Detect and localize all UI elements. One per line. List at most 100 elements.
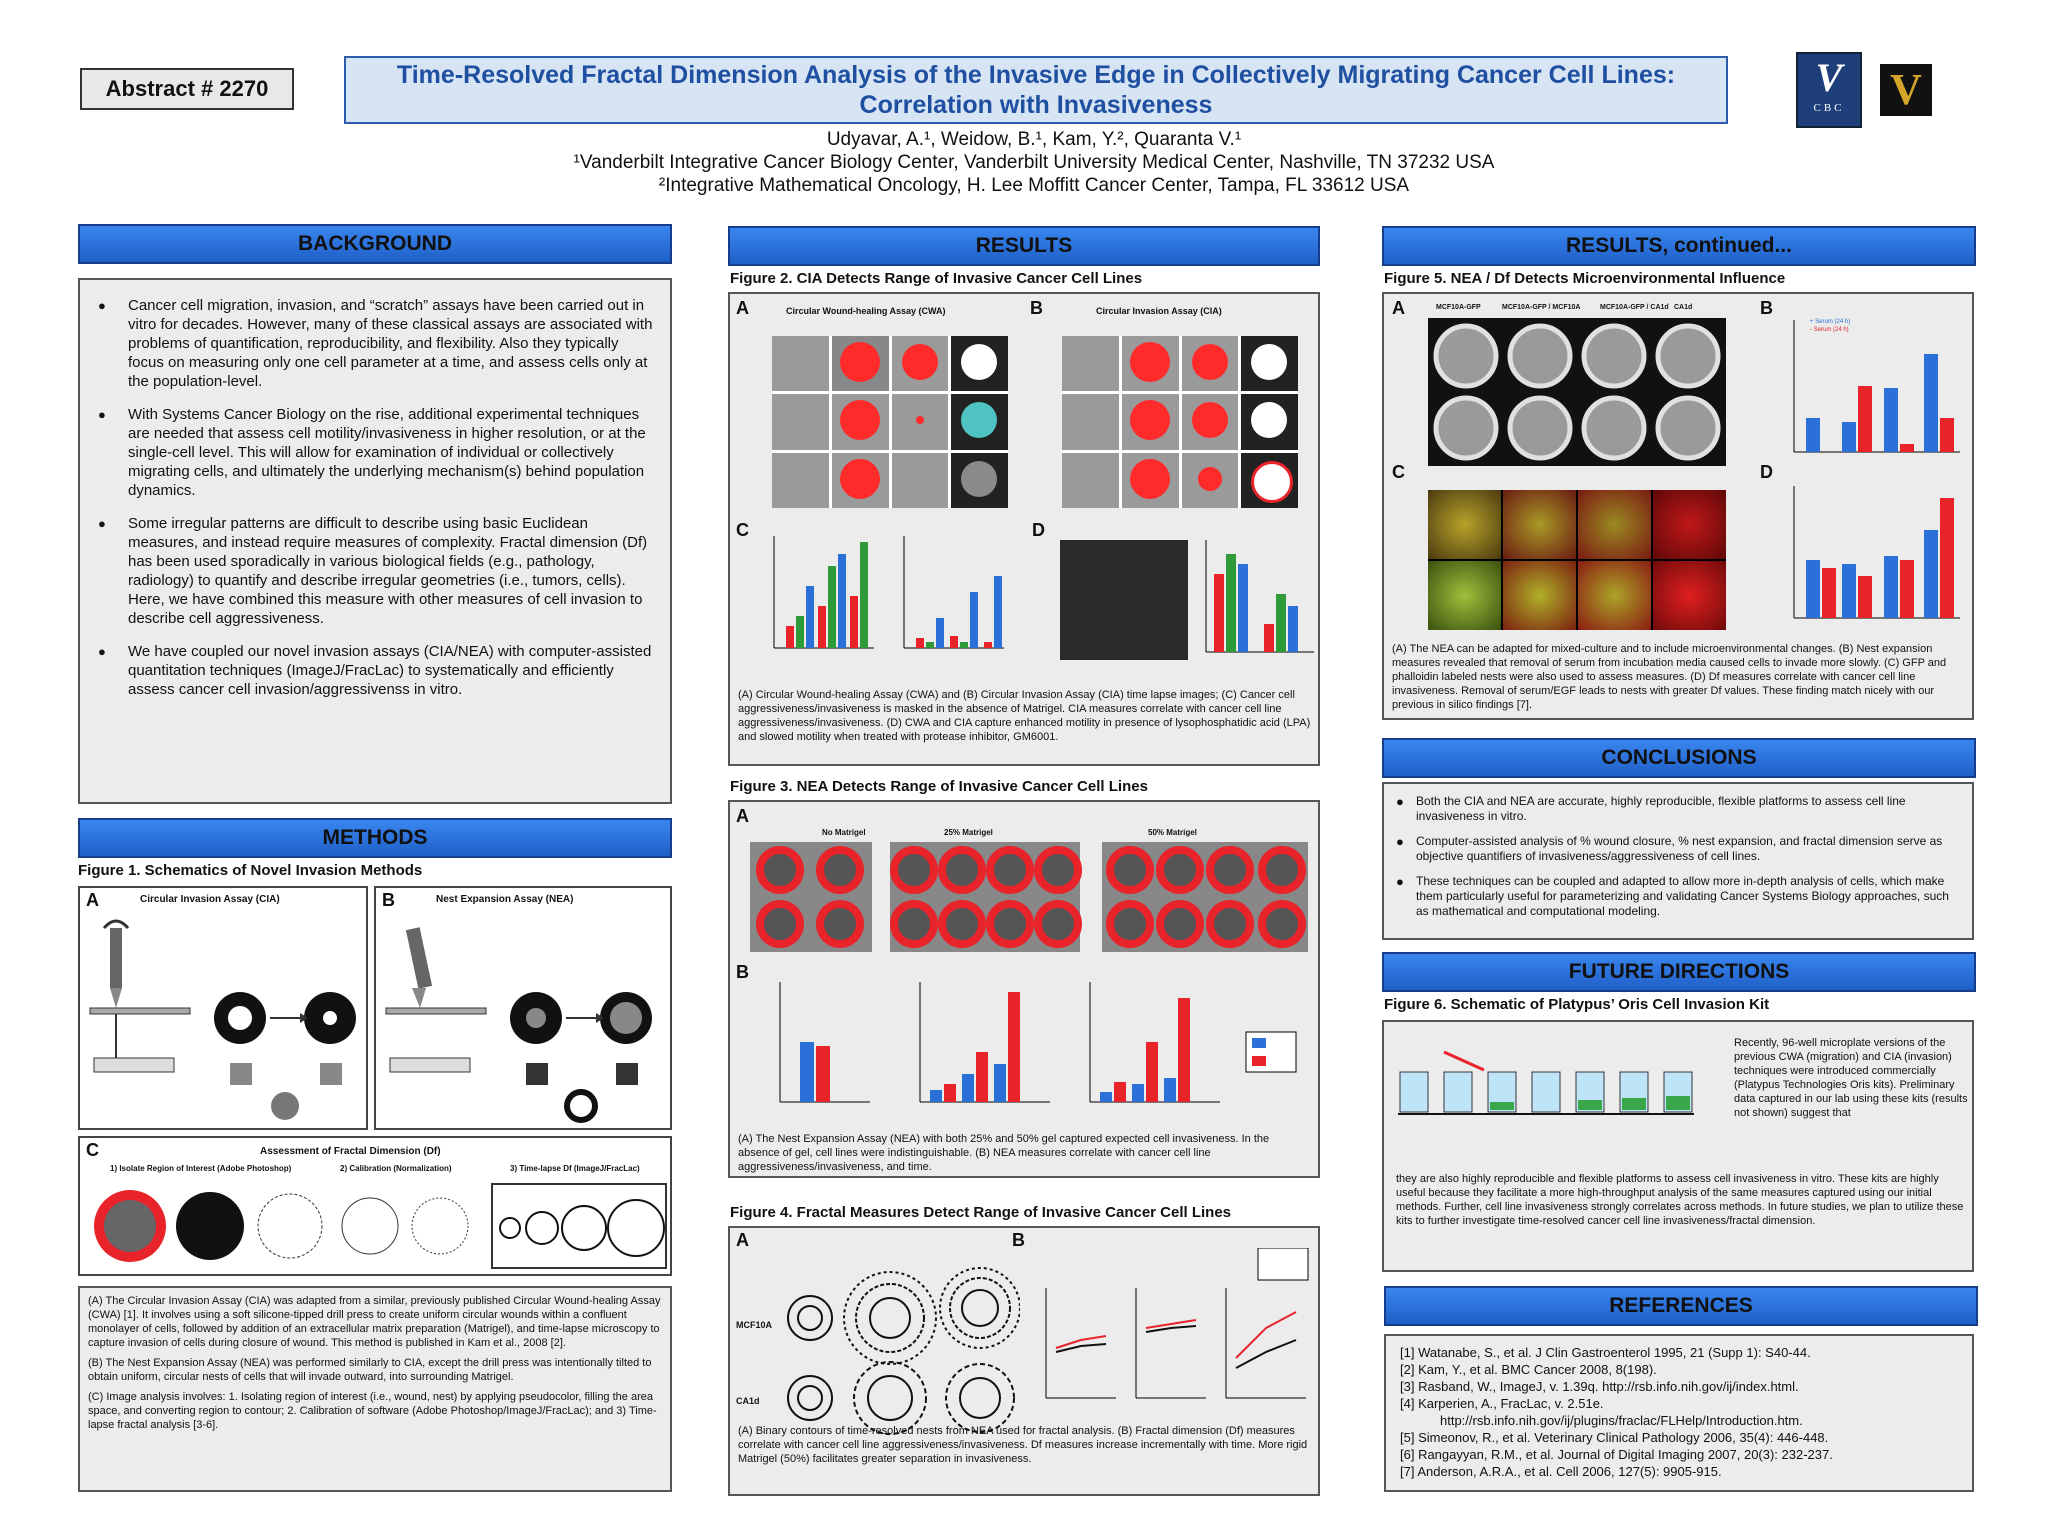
background-heading: BACKGROUND (78, 224, 672, 264)
fig1-panel-b: B Nest Expansion Assay (NEA) (374, 886, 672, 1130)
vicbc-logo: V CBC (1796, 52, 1862, 128)
column-label: MCF10A-GFP / MCF10A (1502, 304, 1581, 311)
fig2-title: Figure 2. CIA Detects Range of Invasive … (730, 270, 1143, 287)
step-label: 1) Isolate Region of Interest (Adobe Pho… (110, 1164, 292, 1173)
group-label: 50% Matrigel (1148, 828, 1197, 837)
panel-label: C (1392, 462, 1405, 482)
results-heading: RESULTS (728, 226, 1320, 266)
results-continued-heading: RESULTS, continued... (1382, 226, 1976, 266)
fig4-caption: (A) Binary contours of time-resolved nes… (738, 1425, 1308, 1465)
references-panel: [1] Watanabe, S., et al. J Clin Gastroen… (1384, 1334, 1974, 1492)
fig3b-bar-charts (779, 982, 1297, 1103)
abstract-number: Abstract # 2270 (80, 68, 294, 110)
fig2d-micrographs (1060, 540, 1188, 660)
logo-text: CBC (1813, 102, 1845, 114)
fig2-panel: A Circular Wound-healing Assay (CWA) B C… (728, 292, 1320, 766)
panel-label: A (1392, 298, 1405, 318)
panel-label: B (1012, 1230, 1025, 1250)
reference-item: [4] Karperien, A., FracLac, v. 2.51e. ht… (1400, 1396, 1803, 1428)
cwa-image-grid (772, 336, 1008, 508)
cia-image-grid (1062, 336, 1298, 508)
panel-label: A (736, 806, 749, 826)
caption-c: (C) Image analysis involves: 1. Isolatin… (88, 1391, 657, 1431)
fig4-contours (787, 1267, 1020, 1435)
fig2c-bar-chart (773, 536, 1004, 649)
reference-item: [6] Rangayyan, R.M., et al. Journal of D… (1400, 1447, 1833, 1462)
step-label: 3) Time-lapse Df (ImageJ/FracLac) (510, 1164, 640, 1173)
nea-schematic (385, 927, 652, 1123)
affiliation-1: ¹Vanderbilt Integrative Cancer Biology C… (573, 152, 1495, 173)
panel-label: B (1030, 298, 1043, 318)
fig5-caption: (A) The NEA can be adapted for mixed-cul… (1392, 643, 1947, 711)
fig2-caption: (A) Circular Wound-healing Assay (CWA) a… (738, 689, 1311, 743)
group-label: 25% Matrigel (944, 828, 993, 837)
methods-heading: METHODS (78, 818, 672, 858)
title-line-2: Correlation with Invasiveness (859, 91, 1213, 119)
panel-label: B (1760, 298, 1773, 318)
conclusion-bullet: Both the CIA and NEA are accurate, highl… (1390, 794, 1962, 824)
fig5a-nest-images (1428, 318, 1726, 466)
panel-title: Assessment of Fractal Dimension (Df) (260, 1146, 441, 1157)
panel-label: C (86, 1140, 99, 1160)
authors: Udyavar, A.¹, Weidow, B.¹, Kam, Y.², Qua… (826, 129, 1242, 150)
panel-label: B (736, 962, 749, 982)
panel-label: A (736, 298, 749, 318)
step-label: 2) Calibration (Normalization) (340, 1164, 452, 1173)
panel-title: Circular Invasion Assay (CIA) (140, 894, 280, 905)
caption-b: (B) The Nest Expansion Assay (NEA) was p… (88, 1357, 652, 1383)
fig3-caption: (A) The Nest Expansion Assay (NEA) with … (738, 1133, 1270, 1173)
row-label: CA1d (736, 1396, 760, 1406)
reference-item: [2] Kam, Y., et al. BMC Cancer 2008, 8(1… (1400, 1362, 1657, 1377)
fig2d-bar-chart (1205, 540, 1314, 653)
logo-letter: V (1815, 55, 1843, 100)
panel-label: A (736, 1230, 749, 1250)
title-line-1: Time-Resolved Fractal Dimension Analysis… (396, 61, 1676, 89)
background-bullet: We have coupled our novel invasion assay… (88, 642, 656, 699)
legend-entry: + Serum (24 h) (1810, 319, 1851, 325)
conclusion-bullet: Computer-assisted analysis of % wound cl… (1390, 834, 1962, 864)
column-label: MCF10A-GFP (1436, 304, 1481, 311)
legend-entry: - Serum (24 h) (1810, 327, 1849, 333)
cia-schematic (89, 919, 356, 1120)
fractal-schematic (94, 1183, 667, 1269)
fig5c-fluorescence-images (1428, 490, 1726, 630)
affiliation-2: ²Integrative Mathematical Oncology, H. L… (658, 175, 1410, 196)
background-bullet: With Systems Cancer Biology on the rise,… (88, 405, 656, 500)
background-bullet: Some irregular patterns are difficult to… (88, 514, 656, 628)
panel-label: A (86, 890, 99, 910)
panel-label: D (1032, 520, 1045, 540)
references-heading: REFERENCES (1384, 1286, 1978, 1326)
reference-item: [3] Rasband, W., ImageJ, v. 1.39q. http:… (1400, 1379, 1799, 1394)
fig3-panel: A No Matrigel 25% Matrigel 50% Matrigel … (728, 800, 1320, 1178)
panel-label: B (382, 890, 395, 910)
group-label: No Matrigel (822, 828, 866, 837)
background-list: Cancer cell migration, invasion, and “sc… (88, 296, 656, 699)
methods-caption: (A) The Circular Invasion Assay (CIA) wa… (78, 1286, 672, 1492)
fig6-panel: Recently, 96-well microplate versions of… (1382, 1020, 1974, 1272)
cia-title: Circular Invasion Assay (CIA) (1096, 306, 1222, 316)
fig4-panel: A MCF10A CA1d B (A) Binary contours of t… (728, 1226, 1320, 1496)
fig4b-line-charts (1045, 1248, 1309, 1399)
fig5-panel: A MCF10A-GFP MCF10A-GFP / MCF10A MCF10A-… (1382, 292, 1974, 720)
vanderbilt-logo: V (1880, 64, 1932, 116)
conclusions-panel: Both the CIA and NEA are accurate, highl… (1382, 782, 1974, 940)
future-side-text: Recently, 96-well microplate versions of… (1734, 1037, 1968, 1119)
fig3-nest-images (750, 842, 1308, 952)
fig5b-bar-chart (1793, 320, 1960, 453)
conclusions-heading: CONCLUSIONS (1382, 738, 1976, 778)
fig3-title: Figure 3. NEA Detects Range of Invasive … (730, 778, 1148, 795)
fig4-title: Figure 4. Fractal Measures Detect Range … (730, 1204, 1232, 1221)
background-panel: Cancer cell migration, invasion, and “sc… (78, 278, 672, 804)
fig5d-bar-chart (1793, 486, 1960, 619)
reference-item: [7] Anderson, A.R.A., et al. Cell 2006, … (1400, 1464, 1722, 1479)
reference-item: [5] Simeonov, R., et al. Veterinary Clin… (1400, 1430, 1829, 1445)
fig5b-legend: + Serum (24 h) - Serum (24 h) (1810, 318, 1850, 334)
panel-label: C (736, 520, 749, 540)
column-label: MCF10A-GFP / CA1d (1600, 304, 1669, 311)
cwa-title: Circular Wound-healing Assay (CWA) (786, 306, 946, 316)
conclusions-list: Both the CIA and NEA are accurate, highl… (1390, 794, 1962, 919)
fig1-title: Figure 1. Schematics of Novel Invasion M… (78, 862, 423, 879)
row-label: MCF10A (736, 1320, 773, 1330)
author-block: Udyavar, A.¹, Weidow, B.¹, Kam, Y.², Qua… (344, 128, 1724, 197)
panel-label: D (1760, 462, 1773, 482)
